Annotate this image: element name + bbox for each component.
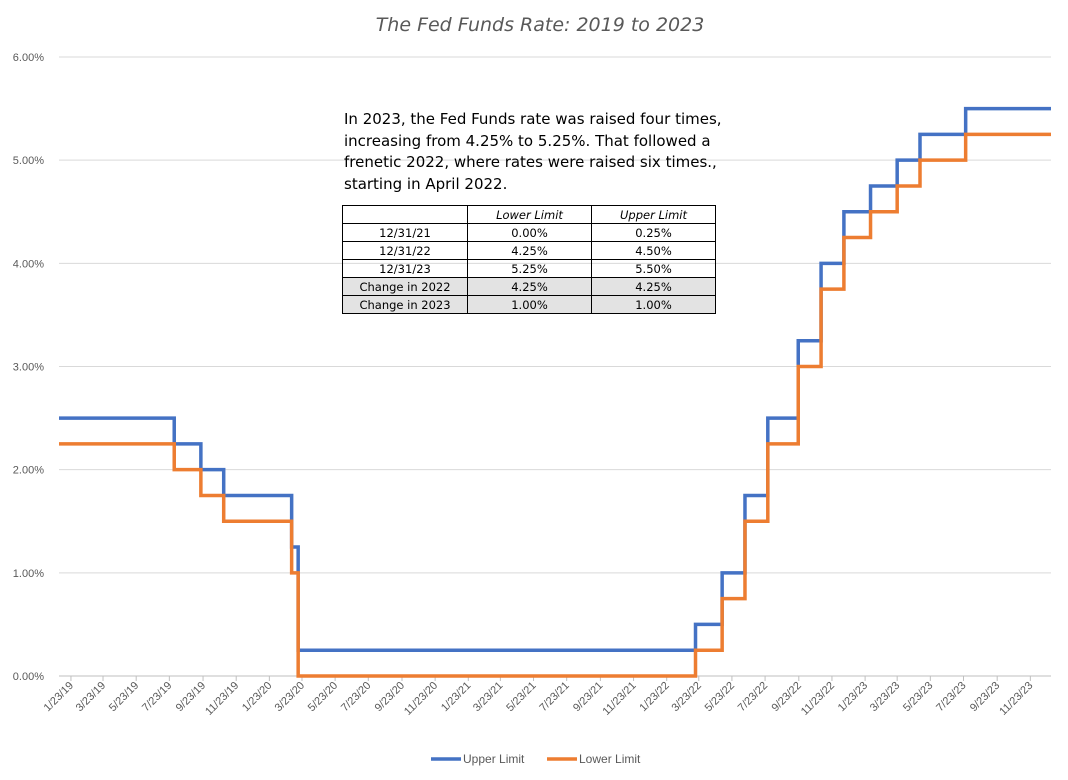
table-cell: 4.25%	[467, 277, 592, 296]
x-tick-label: 3/23/19	[74, 680, 108, 714]
series-lines	[59, 106, 1051, 678]
x-tick-label: 5/23/23	[901, 680, 935, 714]
table-cell: 0.25%	[591, 223, 716, 242]
table-cell: 5.25%	[467, 259, 592, 278]
y-tick-label: 4.00%	[13, 258, 44, 270]
table-cell: 12/31/22	[342, 241, 468, 260]
table-cell: 4.50%	[591, 241, 716, 260]
table-cell: 0.00%	[467, 223, 592, 242]
table-row: Change in 2023 1.00% 1.00%	[342, 295, 716, 314]
summary-table: Lower Limit Upper Limit 12/31/21 0.00% 0…	[342, 205, 716, 314]
table-cell: Change in 2023	[342, 295, 468, 314]
y-axis-ticks: 0.00% 1.00% 2.00% 3.00% 4.00% 5.00% 6.00%	[13, 52, 44, 683]
x-tick-label: 3/23/20	[273, 680, 307, 714]
x-tick-label: 3/23/23	[868, 680, 902, 714]
x-tick-label: 11/23/20	[402, 680, 440, 718]
chart-annotation: In 2023, the Fed Funds rate was raised f…	[344, 110, 722, 193]
x-tick-label: 5/23/19	[107, 680, 141, 714]
table-header-cell: Upper Limit	[591, 205, 716, 224]
x-tick-label: 1/23/21	[439, 680, 473, 714]
y-tick-label: 0.00%	[13, 671, 44, 683]
x-tick-label: 3/23/22	[669, 680, 703, 714]
legend-label: Upper Limit	[463, 752, 525, 766]
table-cell: 4.25%	[591, 277, 716, 296]
x-tick-label: 7/23/20	[339, 680, 373, 714]
x-tick-label: 1/23/20	[240, 680, 274, 714]
x-axis: 1/23/193/23/195/23/197/23/19 9/23/1911/23…	[42, 676, 1035, 718]
table-cell: 5.50%	[591, 259, 716, 278]
y-tick-label: 5.00%	[13, 155, 44, 167]
table-cell: 12/31/21	[342, 223, 468, 242]
table-row: Change in 2022 4.25% 4.25%	[342, 277, 716, 296]
legend-label: Lower Limit	[579, 752, 641, 766]
x-tick-label: 11/23/23	[997, 680, 1035, 718]
x-tick-label: 1/23/23	[836, 680, 870, 714]
series-line-upper-limit	[59, 106, 1051, 652]
y-tick-label: 6.00%	[13, 52, 44, 64]
x-tick-label: 11/23/22	[799, 680, 837, 718]
y-tick-label: 2.00%	[13, 465, 44, 477]
x-tick-label: 7/23/23	[934, 680, 968, 714]
x-tick-label: 5/23/20	[306, 680, 340, 714]
table-cell: 12/31/23	[342, 259, 468, 278]
table-cell: 1.00%	[467, 295, 592, 314]
x-tick-label: 7/23/19	[140, 680, 174, 714]
table-cell: 1.00%	[591, 295, 716, 314]
legend: Upper Limit Lower Limit	[431, 752, 641, 766]
x-tick-label: 1/23/22	[637, 680, 671, 714]
table-header-row: Lower Limit Upper Limit	[342, 205, 716, 224]
x-tick-label: 1/23/19	[42, 680, 76, 714]
x-tick-label: 3/23/21	[471, 680, 505, 714]
chart-title: The Fed Funds Rate: 2019 to 2023	[376, 14, 705, 36]
table-row: 12/31/21 0.00% 0.25%	[342, 223, 716, 242]
series-line-lower-limit	[59, 132, 1051, 678]
x-tick-label: 7/23/21	[537, 680, 571, 714]
table-row: 12/31/23 5.25% 5.50%	[342, 259, 716, 278]
table-cell: 4.25%	[467, 241, 592, 260]
table-cell: Change in 2022	[342, 277, 468, 296]
table-row: 12/31/22 4.25% 4.50%	[342, 241, 716, 260]
x-tick-label: 5/23/21	[504, 680, 538, 714]
table-header-cell: Lower Limit	[467, 205, 592, 224]
x-tick-label: 5/23/22	[703, 680, 737, 714]
x-tick-label: 11/23/19	[203, 680, 241, 718]
y-tick-label: 3.00%	[13, 362, 44, 374]
x-tick-label: 7/23/22	[736, 680, 770, 714]
y-tick-label: 1.00%	[13, 568, 44, 580]
x-tick-label: 11/23/21	[600, 680, 638, 718]
table-header-cell	[342, 205, 468, 224]
